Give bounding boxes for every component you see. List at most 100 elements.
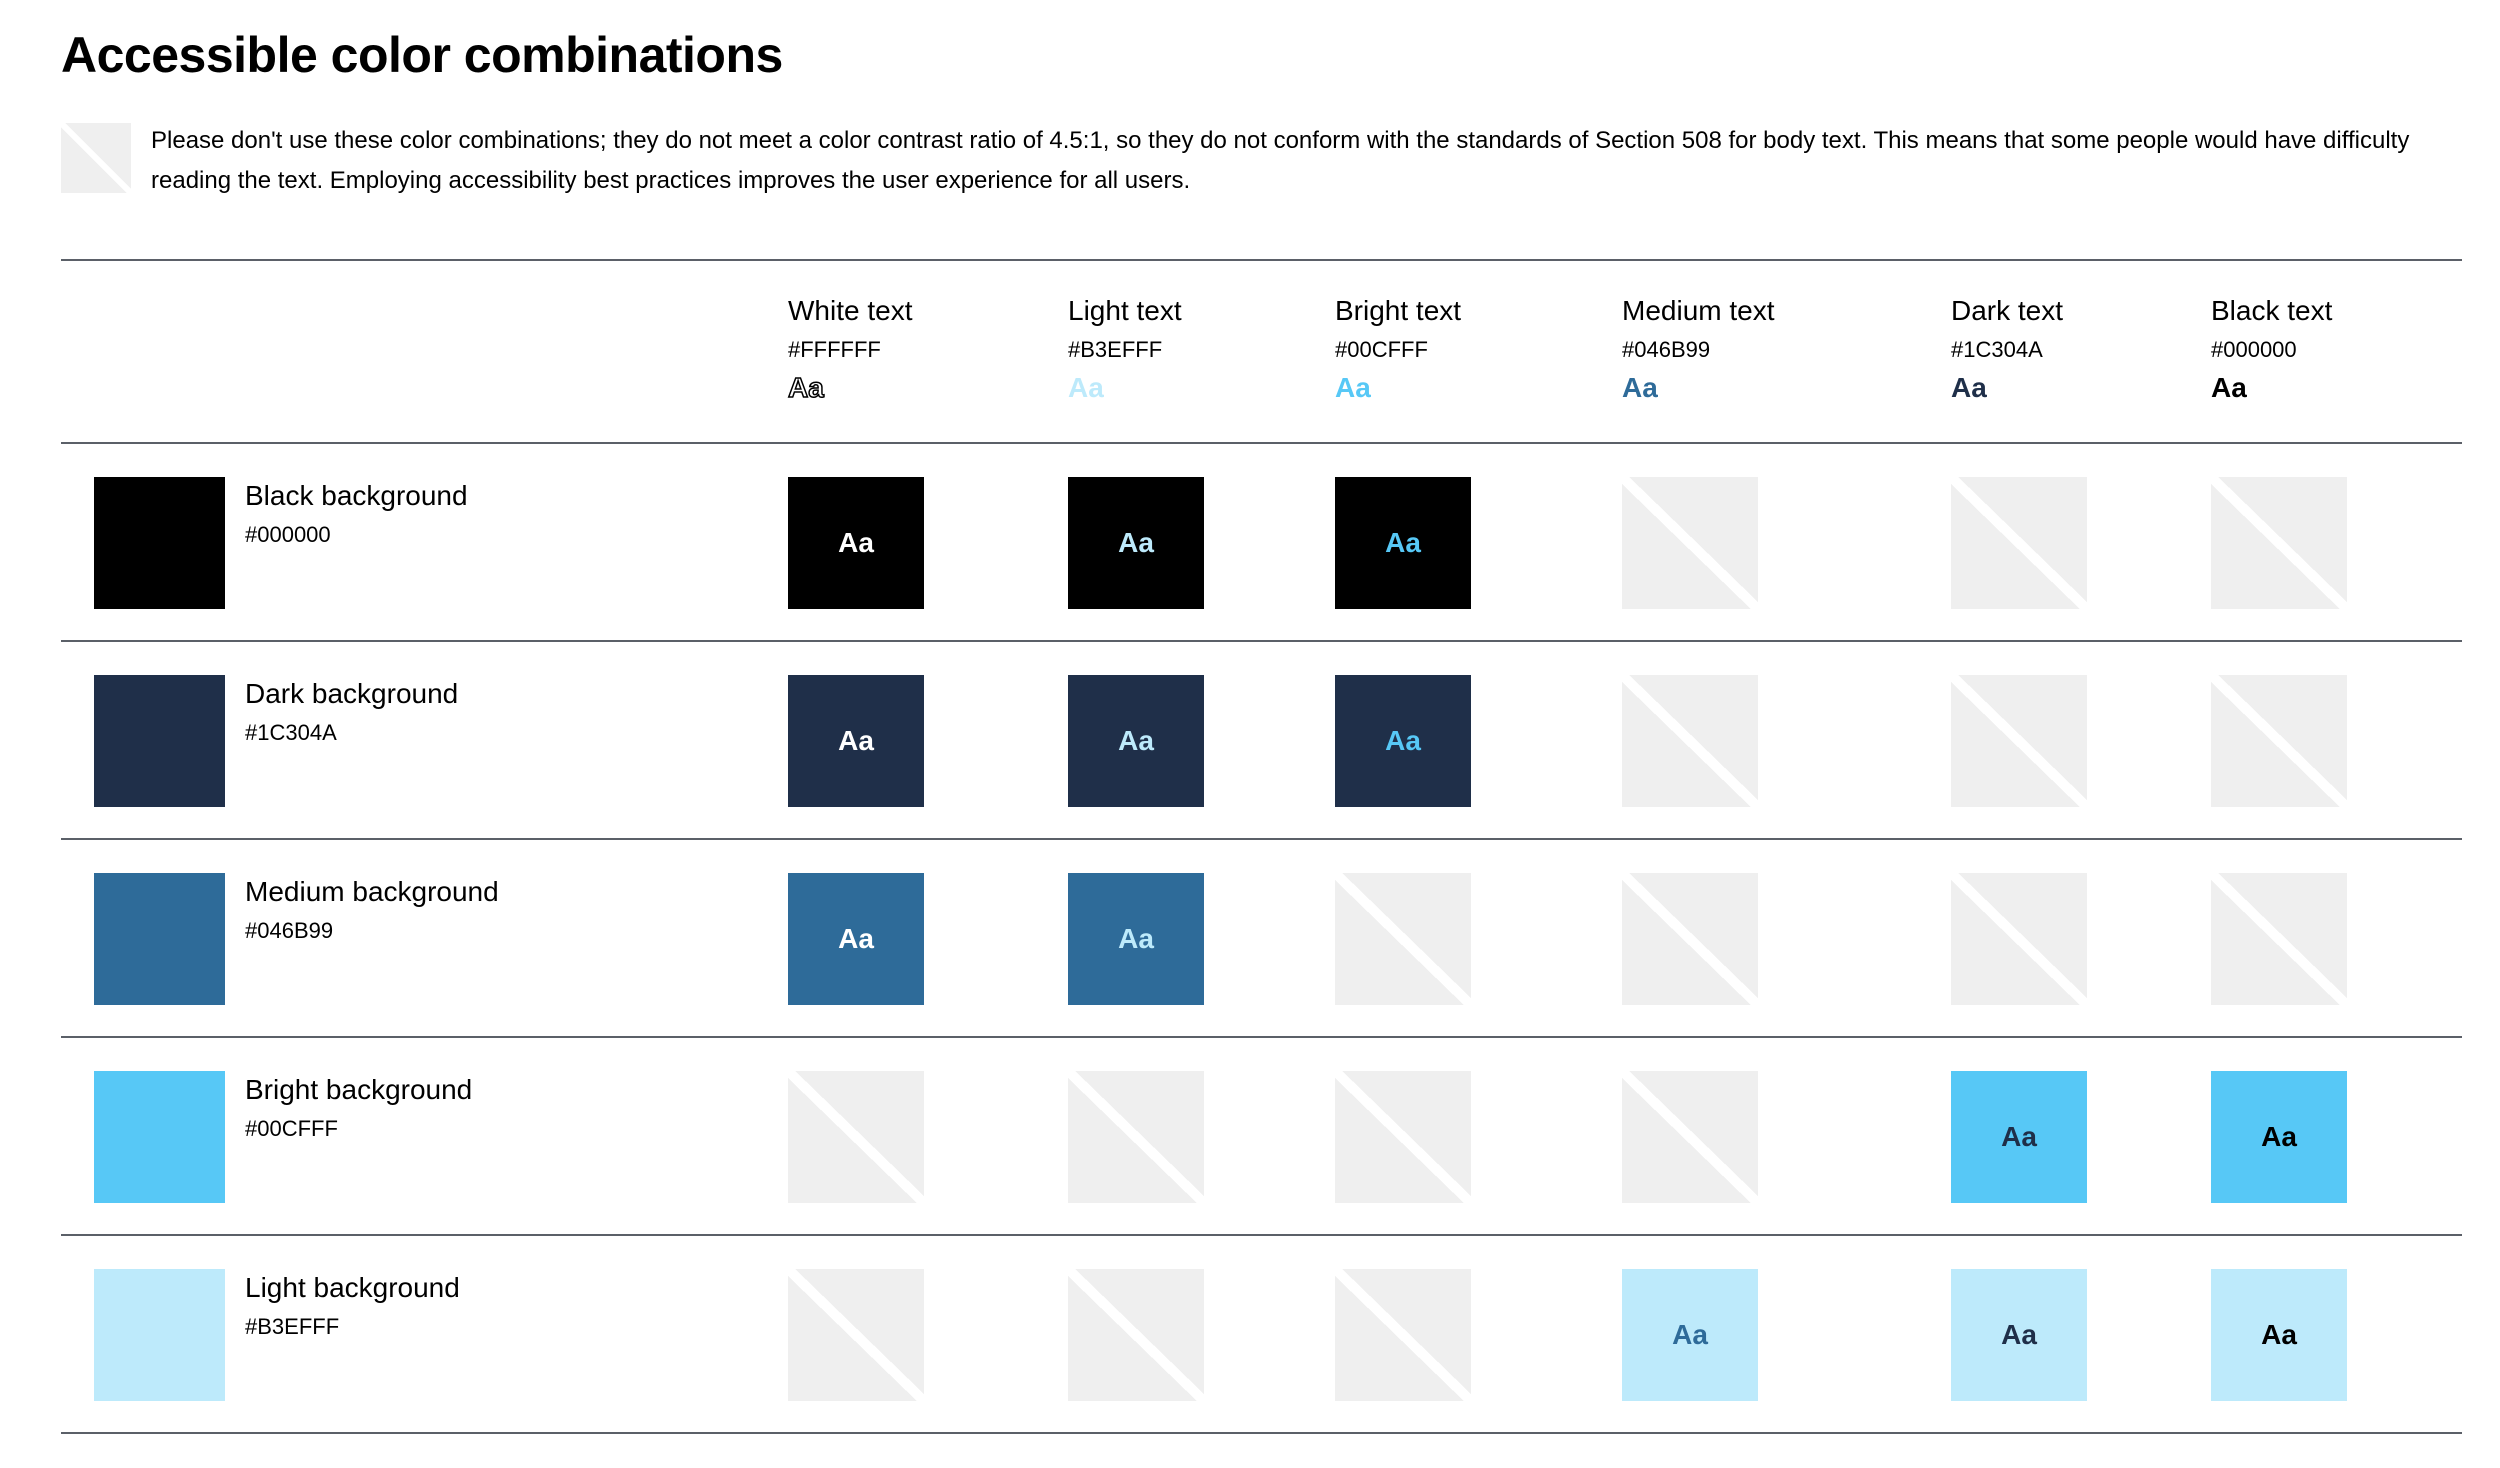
background-swatch — [94, 675, 225, 807]
background-swatch — [94, 1269, 225, 1401]
table-row-black-background: Black background #000000 Aa Aa Aa — [61, 442, 2462, 640]
combo-cell-black-on-light: Aa — [2211, 1269, 2347, 1401]
accessible-color-combinations-page: Accessible color combinations Please don… — [61, 27, 2462, 1434]
prohibited-cell — [2211, 675, 2347, 807]
background-swatch — [94, 1071, 225, 1203]
combo-cell-black-on-bright: Aa — [2211, 1071, 2347, 1203]
prohibited-pattern-icon — [61, 123, 131, 193]
combo-cell-dark-on-bright: Aa — [1951, 1071, 2087, 1203]
row-label: Bright background — [245, 1074, 473, 1105]
sample-text: Aa — [2261, 1319, 2297, 1350]
prohibited-cell — [1622, 477, 1758, 609]
row-header: Dark background #1C304A — [61, 675, 788, 807]
column-hex: #FFFFFF — [788, 337, 881, 362]
prohibited-cell — [1335, 1071, 1471, 1203]
table-row-light-background: Light background #B3EFFF Aa Aa Aa — [61, 1234, 2462, 1432]
prohibited-cell — [1951, 873, 2087, 1005]
prohibited-cell — [1068, 1269, 1204, 1401]
background-swatch — [94, 477, 225, 609]
prohibited-cell — [1335, 873, 1471, 1005]
combo-cell-white-on-dark: Aa — [788, 675, 924, 807]
sample-text: Aa — [838, 725, 874, 756]
sample-text: Aa — [1118, 527, 1154, 558]
column-header-bright: Bright text #00CFFF Aa — [1335, 295, 1622, 442]
column-label: Bright text — [1335, 295, 1462, 326]
prohibited-cell — [1622, 873, 1758, 1005]
color-combinations-table: White text #FFFFFF Aa Light text #B3EFFF… — [61, 259, 2462, 1434]
row-hex: #B3EFFF — [245, 1314, 340, 1339]
prohibited-cell — [2211, 873, 2347, 1005]
column-label: Medium text — [1622, 295, 1775, 326]
row-header: Black background #000000 — [61, 477, 788, 609]
note-text: Please don't use these color combination… — [151, 127, 2410, 194]
prohibited-cell — [1951, 477, 2087, 609]
sample-text: Aa — [1672, 1319, 1708, 1350]
table-row-bright-background: Bright background #00CFFF Aa Aa — [61, 1036, 2462, 1234]
column-hex: #000000 — [2211, 337, 2297, 362]
text-sample: Aa — [1335, 372, 1371, 403]
prohibited-cell — [1951, 675, 2087, 807]
column-label: Light text — [1068, 295, 1182, 326]
background-swatch — [94, 873, 225, 1005]
prohibited-cell — [2211, 477, 2347, 609]
column-header-white: White text #FFFFFF Aa — [787, 295, 1068, 442]
text-sample: Aa — [2211, 372, 2247, 403]
text-sample: Aa — [1951, 372, 1987, 403]
prohibited-cell — [1622, 1071, 1758, 1203]
sample-text: Aa — [838, 527, 874, 558]
sample-text: Aa — [2001, 1121, 2037, 1152]
row-hex: #1C304A — [245, 720, 337, 745]
sample-text: Aa — [838, 923, 874, 954]
sample-text: Aa — [1118, 725, 1154, 756]
prohibited-cell — [1622, 675, 1758, 807]
combo-cell-dark-on-light: Aa — [1951, 1269, 2087, 1401]
table-row-medium-background: Medium background #046B99 Aa Aa — [61, 838, 2462, 1036]
row-hex: #00CFFF — [245, 1116, 338, 1141]
sample-text: Aa — [2001, 1319, 2037, 1350]
row-header: Bright background #00CFFF — [61, 1071, 788, 1203]
sample-text: Aa — [2261, 1121, 2297, 1152]
combo-cell-white-on-medium: Aa — [788, 873, 924, 1005]
prohibited-cell — [1068, 1071, 1204, 1203]
prohibited-cell — [788, 1269, 924, 1401]
prohibited-cell — [1335, 1269, 1471, 1401]
intro-note: Please don't use these color combination… — [61, 121, 2462, 201]
row-label: Medium background — [245, 876, 499, 907]
row-header: Light background #B3EFFF — [61, 1269, 788, 1401]
row-hex: #046B99 — [245, 918, 334, 943]
column-header-medium: Medium text #046B99 Aa — [1622, 295, 1951, 442]
page-title: Accessible color combinations — [61, 27, 783, 83]
row-label: Black background — [245, 480, 468, 511]
column-header-black: Black text #000000 Aa — [2211, 295, 2462, 442]
column-label: Dark text — [1951, 295, 2064, 326]
combo-cell-medium-on-light: Aa — [1622, 1269, 1758, 1401]
row-label: Dark background — [245, 678, 459, 709]
column-hex: #B3EFFF — [1068, 337, 1163, 362]
column-hex: #1C304A — [1951, 337, 2043, 362]
column-label: Black text — [2211, 295, 2333, 326]
table-header-row: White text #FFFFFF Aa Light text #B3EFFF… — [61, 261, 2462, 442]
row-hex: #000000 — [245, 522, 331, 547]
combo-cell-light-on-medium: Aa — [1068, 873, 1204, 1005]
row-label: Light background — [245, 1272, 460, 1303]
sample-text: Aa — [1385, 725, 1421, 756]
column-header-light: Light text #B3EFFF Aa — [1068, 295, 1335, 442]
column-hex: #046B99 — [1622, 337, 1711, 362]
sample-text: Aa — [1118, 923, 1154, 954]
table-row-dark-background: Dark background #1C304A Aa Aa Aa — [61, 640, 2462, 838]
row-header: Medium background #046B99 — [61, 873, 788, 1005]
header-corner-cell — [61, 295, 788, 442]
column-label: White text — [788, 295, 913, 326]
combo-cell-bright-on-dark: Aa — [1335, 675, 1471, 807]
combo-cell-white-on-black: Aa — [788, 477, 924, 609]
combo-cell-light-on-dark: Aa — [1068, 675, 1204, 807]
column-header-dark: Dark text #1C304A Aa — [1951, 295, 2211, 442]
text-sample: Aa — [1622, 372, 1658, 403]
combo-cell-bright-on-black: Aa — [1335, 477, 1471, 609]
prohibited-cell — [788, 1071, 924, 1203]
text-sample: Aa — [787, 371, 824, 404]
text-sample: Aa — [1068, 372, 1104, 403]
combo-cell-light-on-black: Aa — [1068, 477, 1204, 609]
column-hex: #00CFFF — [1335, 337, 1428, 362]
sample-text: Aa — [1385, 527, 1421, 558]
